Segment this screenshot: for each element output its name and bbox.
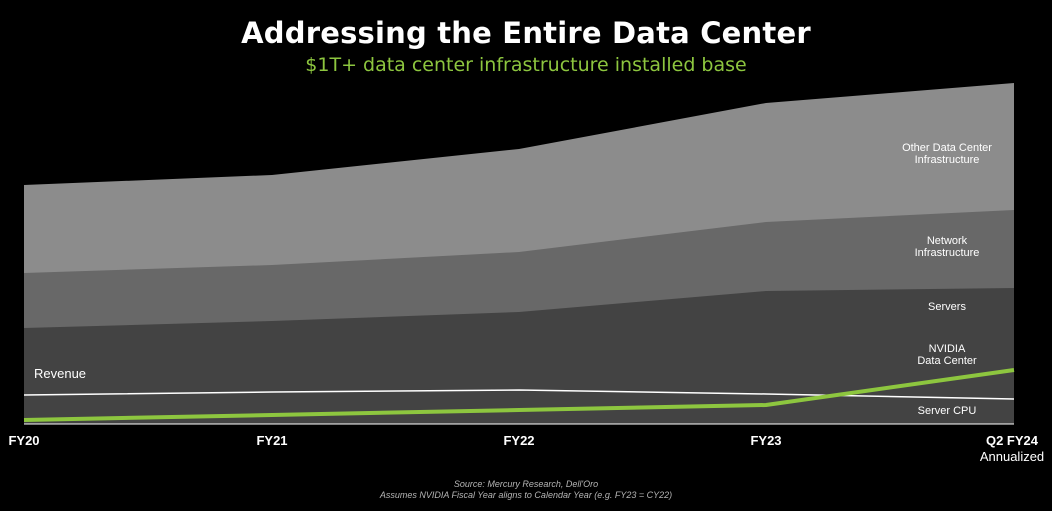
- source-note: Source: Mercury Research, Dell'Oro Assum…: [0, 479, 1052, 501]
- label-servers: Servers: [928, 301, 966, 313]
- x-tick-fy23: FY23: [750, 433, 782, 448]
- label-nvidia-line2: Data Center: [917, 355, 977, 367]
- label-network-line2: Infrastructure: [914, 247, 980, 259]
- label-nvidia-data-center: NVIDIA Data Center: [917, 343, 976, 367]
- label-other-line1: Other Data Center: [902, 142, 992, 154]
- line-revenue: [23, 389, 1015, 400]
- chart-title: Addressing the Entire Data Center: [241, 16, 811, 50]
- chart-subtitle: $1T+ data center infrastructure installe…: [305, 54, 747, 76]
- label-network-infrastructure: Network Infrastructure: [915, 235, 980, 259]
- x-tick-q2fy24-sublabel: Annualized: [979, 449, 1045, 464]
- x-tick-fy21: FY21: [256, 433, 288, 448]
- source-line-2: Assumes NVIDIA Fiscal Year aligns to Cal…: [379, 490, 673, 500]
- label-network-line1: Network: [926, 235, 968, 247]
- x-tick-fy22: FY22: [503, 433, 535, 448]
- x-tick-q2fy24: Q2 FY24 Annualized: [980, 433, 1044, 465]
- x-tick-q2fy24-label: Q2 FY24: [985, 433, 1039, 448]
- line-nvidia-data-center: [23, 368, 1015, 422]
- label-server-cpu: Server CPU: [917, 405, 977, 417]
- label-other-infrastructure: Other Data Center Infrastructure: [902, 142, 992, 166]
- x-tick-fy20: FY20: [8, 433, 40, 448]
- label-other-line2: Infrastructure: [914, 154, 980, 166]
- label-nvidia-line1: NVIDIA: [928, 343, 966, 355]
- revenue-line-label: Revenue: [34, 366, 87, 381]
- source-line-1: Source: Mercury Research, Dell'Oro: [453, 479, 599, 489]
- area-servers: [24, 288, 1014, 424]
